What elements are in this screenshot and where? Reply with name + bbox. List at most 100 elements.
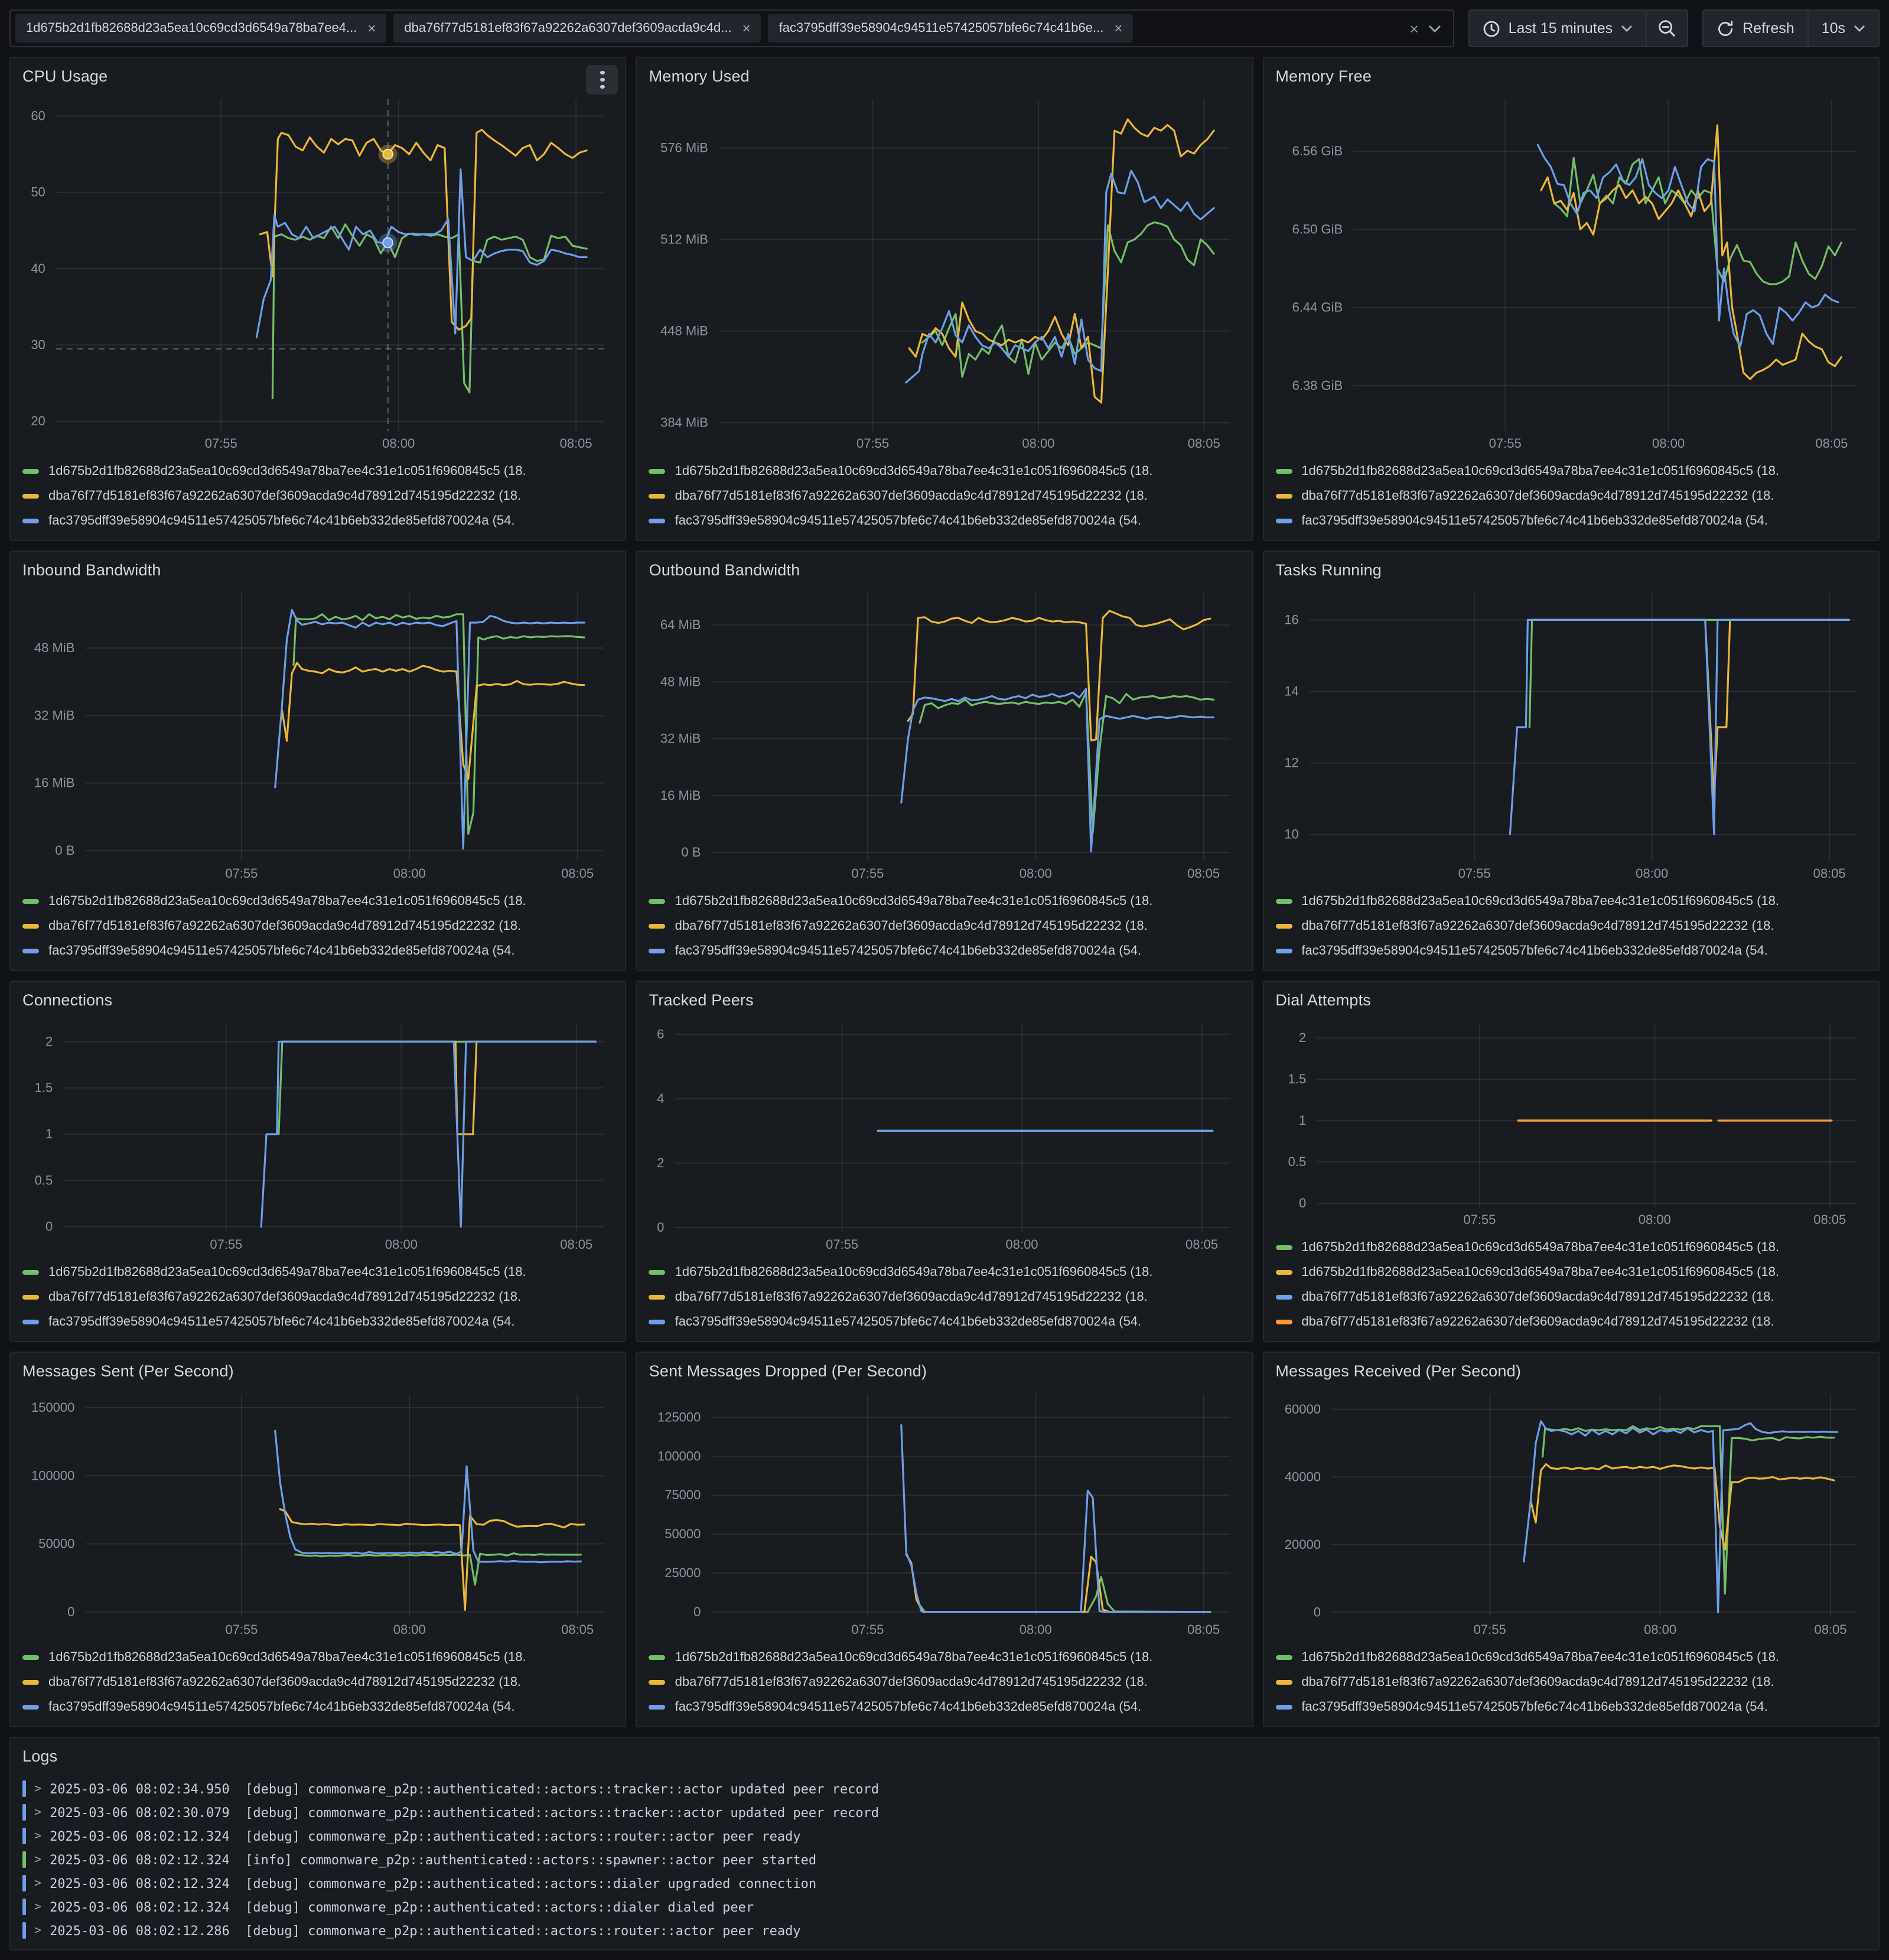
legend-item[interactable]: dba76f77d5181ef83f67a92262a6307def3609ac… bbox=[22, 1669, 614, 1694]
legend-item[interactable]: 1d675b2d1fb82688d23a5ea10c69cd3d6549a78b… bbox=[1275, 1259, 1867, 1284]
legend-item[interactable]: dba76f77d5181ef83f67a92262a6307def3609ac… bbox=[1275, 1284, 1867, 1309]
legend-item[interactable]: fac3795dff39e58904c94511e57425057bfe6c74… bbox=[22, 1309, 614, 1334]
time-range-button[interactable]: Last 15 minutes bbox=[1468, 9, 1647, 47]
tasks-running-plot-svg: 07:55 08:00 08:05 10 12 14 16 bbox=[1284, 593, 1857, 881]
legend-item[interactable]: 1d675b2d1fb82688d23a5ea10c69cd3d6549a78b… bbox=[1275, 458, 1867, 483]
legend-item[interactable]: 1d675b2d1fb82688d23a5ea10c69cd3d6549a78b… bbox=[649, 1259, 1240, 1284]
legend-item[interactable]: dba76f77d5181ef83f67a92262a6307def3609ac… bbox=[649, 913, 1240, 938]
legend-item[interactable]: dba76f77d5181ef83f67a92262a6307def3609ac… bbox=[1275, 913, 1867, 938]
legend-item[interactable]: fac3795dff39e58904c94511e57425057bfe6c74… bbox=[1275, 508, 1867, 533]
refresh-button[interactable]: Refresh bbox=[1702, 9, 1809, 47]
legend-item[interactable]: fac3795dff39e58904c94511e57425057bfe6c74… bbox=[22, 1694, 614, 1719]
tracked-peers-chart[interactable]: 07:55 08:00 08:05 0 2 4 6 bbox=[649, 1014, 1240, 1256]
svg-text:576 MiB: 576 MiB bbox=[661, 140, 709, 155]
dial-attempts-chart[interactable]: 07:55 08:00 08:05 0 0.5 1 1.5 2 bbox=[1275, 1014, 1867, 1231]
log-row[interactable]: >2025-03-06 08:02:30.079 [debug] commonw… bbox=[22, 1801, 1867, 1824]
legend-label: fac3795dff39e58904c94511e57425057bfe6c74… bbox=[675, 943, 1142, 958]
zoom-out-button[interactable] bbox=[1647, 9, 1689, 47]
svg-text:6.56 GiB: 6.56 GiB bbox=[1292, 144, 1343, 158]
remove-filter-icon[interactable]: × bbox=[742, 20, 751, 37]
panel-menu-button[interactable] bbox=[586, 65, 618, 95]
legend-item[interactable]: 1d675b2d1fb82688d23a5ea10c69cd3d6549a78b… bbox=[1275, 888, 1867, 913]
legend-item[interactable]: dba76f77d5181ef83f67a92262a6307def3609ac… bbox=[649, 483, 1240, 508]
legend-item[interactable]: dba76f77d5181ef83f67a92262a6307def3609ac… bbox=[649, 1669, 1240, 1694]
memory-free-chart[interactable]: 07:55 08:00 08:05 6.38 GiB 6.44 GiB 6.50 GiB 6… bbox=[1275, 90, 1867, 455]
messages-sent-per-second-chart[interactable]: 07:55 08:00 08:05 0 50000 100000 150000 bbox=[22, 1385, 614, 1641]
svg-text:08:05: 08:05 bbox=[1815, 436, 1848, 451]
legend-item[interactable]: fac3795dff39e58904c94511e57425057bfe6c74… bbox=[649, 1309, 1240, 1334]
log-row[interactable]: >2025-03-06 08:02:34.950 [debug] commonw… bbox=[22, 1777, 1867, 1801]
panel-messages-sent-per-second: Messages Sent (Per Second) 07:55 08:00 08:0… bbox=[9, 1352, 627, 1727]
svg-text:12: 12 bbox=[1284, 756, 1298, 770]
svg-text:0: 0 bbox=[657, 1220, 665, 1235]
legend-item[interactable]: 1d675b2d1fb82688d23a5ea10c69cd3d6549a78b… bbox=[649, 888, 1240, 913]
chevron-down-icon[interactable] bbox=[1428, 24, 1441, 32]
svg-text:48 MiB: 48 MiB bbox=[661, 674, 701, 689]
legend-series-color bbox=[1275, 1704, 1292, 1709]
svg-text:08:05: 08:05 bbox=[561, 866, 594, 881]
legend-item[interactable]: 1d675b2d1fb82688d23a5ea10c69cd3d6549a78b… bbox=[22, 458, 614, 483]
connections-chart[interactable]: 07:55 08:00 08:05 0 0.5 1 1.5 2 bbox=[22, 1014, 614, 1256]
svg-text:08:00: 08:00 bbox=[1635, 866, 1667, 881]
inbound-bandwidth-chart[interactable]: 07:55 08:00 08:05 0 B 16 MiB 32 MiB 48 MiB bbox=[22, 584, 614, 885]
cpu-usage-chart[interactable]: 07:55 08:00 08:05 20 30 40 50 60 bbox=[22, 90, 614, 455]
messages-received-per-second-chart[interactable]: 07:55 08:00 08:05 0 20000 40000 60000 bbox=[1275, 1385, 1867, 1641]
legend-item[interactable]: dba76f77d5181ef83f67a92262a6307def3609ac… bbox=[22, 483, 614, 508]
log-row[interactable]: >2025-03-06 08:02:12.324 [info] commonwa… bbox=[22, 1848, 1867, 1871]
filter-tag[interactable]: 1d675b2d1fb82688d23a5ea10c69cd3d6549a78b… bbox=[15, 14, 387, 43]
legend-item[interactable]: 1d675b2d1fb82688d23a5ea10c69cd3d6549a78b… bbox=[649, 1645, 1240, 1669]
panel-title: Tasks Running bbox=[1275, 561, 1382, 579]
legend-item[interactable]: fac3795dff39e58904c94511e57425057bfe6c74… bbox=[22, 938, 614, 963]
svg-text:48 MiB: 48 MiB bbox=[34, 640, 74, 655]
filter-tag[interactable]: dba76f77d5181ef83f67a92262a6307def3609ac… bbox=[393, 14, 761, 43]
legend-item[interactable]: dba76f77d5181ef83f67a92262a6307def3609ac… bbox=[649, 1284, 1240, 1309]
panel-header: Logs bbox=[11, 1744, 1878, 1770]
legend-item[interactable]: fac3795dff39e58904c94511e57425057bfe6c74… bbox=[1275, 938, 1867, 963]
legend-item[interactable]: fac3795dff39e58904c94511e57425057bfe6c74… bbox=[649, 508, 1240, 533]
legend-item[interactable]: 1d675b2d1fb82688d23a5ea10c69cd3d6549a78b… bbox=[22, 888, 614, 913]
memory-free-plot-svg: 07:55 08:00 08:05 6.38 GiB 6.44 GiB 6.50 GiB 6… bbox=[1292, 99, 1857, 451]
legend-item[interactable]: 1d675b2d1fb82688d23a5ea10c69cd3d6549a78b… bbox=[649, 458, 1240, 483]
legend-item[interactable]: fac3795dff39e58904c94511e57425057bfe6c74… bbox=[649, 938, 1240, 963]
log-row[interactable]: >2025-03-06 08:02:12.324 [debug] commonw… bbox=[22, 1895, 1867, 1919]
svg-text:0: 0 bbox=[45, 1219, 53, 1234]
legend-item[interactable]: fac3795dff39e58904c94511e57425057bfe6c74… bbox=[1275, 1694, 1867, 1719]
legend-item[interactable]: fac3795dff39e58904c94511e57425057bfe6c74… bbox=[22, 508, 614, 533]
legend-item[interactable]: dba76f77d5181ef83f67a92262a6307def3609ac… bbox=[1275, 1309, 1867, 1334]
filter-tag[interactable]: fac3795dff39e58904c94511e57425057bfe6c74… bbox=[768, 14, 1134, 43]
legend-series-color bbox=[22, 898, 39, 903]
chevron-down-icon bbox=[1854, 25, 1865, 32]
log-row[interactable]: >2025-03-06 08:02:12.286 [debug] commonw… bbox=[22, 1919, 1867, 1942]
panel-memory-free: Memory Free 07:55 08:00 08:05 6.38 GiB 6.44 G… bbox=[1262, 57, 1880, 541]
legend-item[interactable]: dba76f77d5181ef83f67a92262a6307def3609ac… bbox=[1275, 483, 1867, 508]
legend-series-color bbox=[649, 1294, 666, 1299]
memory-used-chart[interactable]: 07:55 08:00 08:05 384 MiB 448 MiB 512 MiB 576 … bbox=[649, 90, 1240, 455]
svg-text:2: 2 bbox=[657, 1155, 665, 1170]
legend-item[interactable]: dba76f77d5181ef83f67a92262a6307def3609ac… bbox=[22, 913, 614, 938]
clear-filters-icon[interactable]: × bbox=[1409, 19, 1419, 37]
legend-item[interactable]: 1d675b2d1fb82688d23a5ea10c69cd3d6549a78b… bbox=[1275, 1235, 1867, 1259]
svg-text:08:00: 08:00 bbox=[1638, 1212, 1670, 1227]
tasks-running-chart[interactable]: 07:55 08:00 08:05 10 12 14 16 bbox=[1275, 584, 1867, 885]
svg-text:08:00: 08:00 bbox=[1022, 436, 1055, 451]
legend-item[interactable]: fac3795dff39e58904c94511e57425057bfe6c74… bbox=[649, 1694, 1240, 1719]
outbound-bandwidth-chart[interactable]: 07:55 08:00 08:05 0 B 16 MiB 32 MiB 48 MiB 64 M… bbox=[649, 584, 1240, 885]
log-level-bar bbox=[22, 1804, 26, 1821]
svg-text:32 MiB: 32 MiB bbox=[661, 731, 701, 746]
legend-label: dba76f77d5181ef83f67a92262a6307def3609ac… bbox=[1301, 1314, 1774, 1329]
log-row[interactable]: >2025-03-06 08:02:12.324 [debug] commonw… bbox=[22, 1871, 1867, 1895]
log-level-bar bbox=[22, 1828, 26, 1844]
legend-item[interactable]: 1d675b2d1fb82688d23a5ea10c69cd3d6549a78b… bbox=[22, 1645, 614, 1669]
legend: 1d675b2d1fb82688d23a5ea10c69cd3d6549a78b… bbox=[11, 885, 626, 963]
log-row[interactable]: >2025-03-06 08:02:12.324 [debug] commonw… bbox=[22, 1824, 1867, 1848]
legend-item[interactable]: dba76f77d5181ef83f67a92262a6307def3609ac… bbox=[22, 1284, 614, 1309]
panel-dial-attempts: Dial Attempts 07:55 08:00 08:05 0 0.5 1 1.5 2 1d6… bbox=[1262, 981, 1880, 1342]
legend-item[interactable]: 1d675b2d1fb82688d23a5ea10c69cd3d6549a78b… bbox=[1275, 1645, 1867, 1669]
sent-messages-dropped-per-second-chart[interactable]: 07:55 08:00 08:05 0 25000 50000 75000 100000 125… bbox=[649, 1385, 1240, 1641]
remove-filter-icon[interactable]: × bbox=[1114, 20, 1123, 37]
remove-filter-icon[interactable]: × bbox=[367, 20, 376, 37]
refresh-interval-button[interactable]: 10s bbox=[1808, 9, 1880, 47]
legend-item[interactable]: 1d675b2d1fb82688d23a5ea10c69cd3d6549a78b… bbox=[22, 1259, 614, 1284]
legend-item[interactable]: dba76f77d5181ef83f67a92262a6307def3609ac… bbox=[1275, 1669, 1867, 1694]
adhoc-filter-box[interactable]: 1d675b2d1fb82688d23a5ea10c69cd3d6549a78b… bbox=[9, 9, 1454, 47]
